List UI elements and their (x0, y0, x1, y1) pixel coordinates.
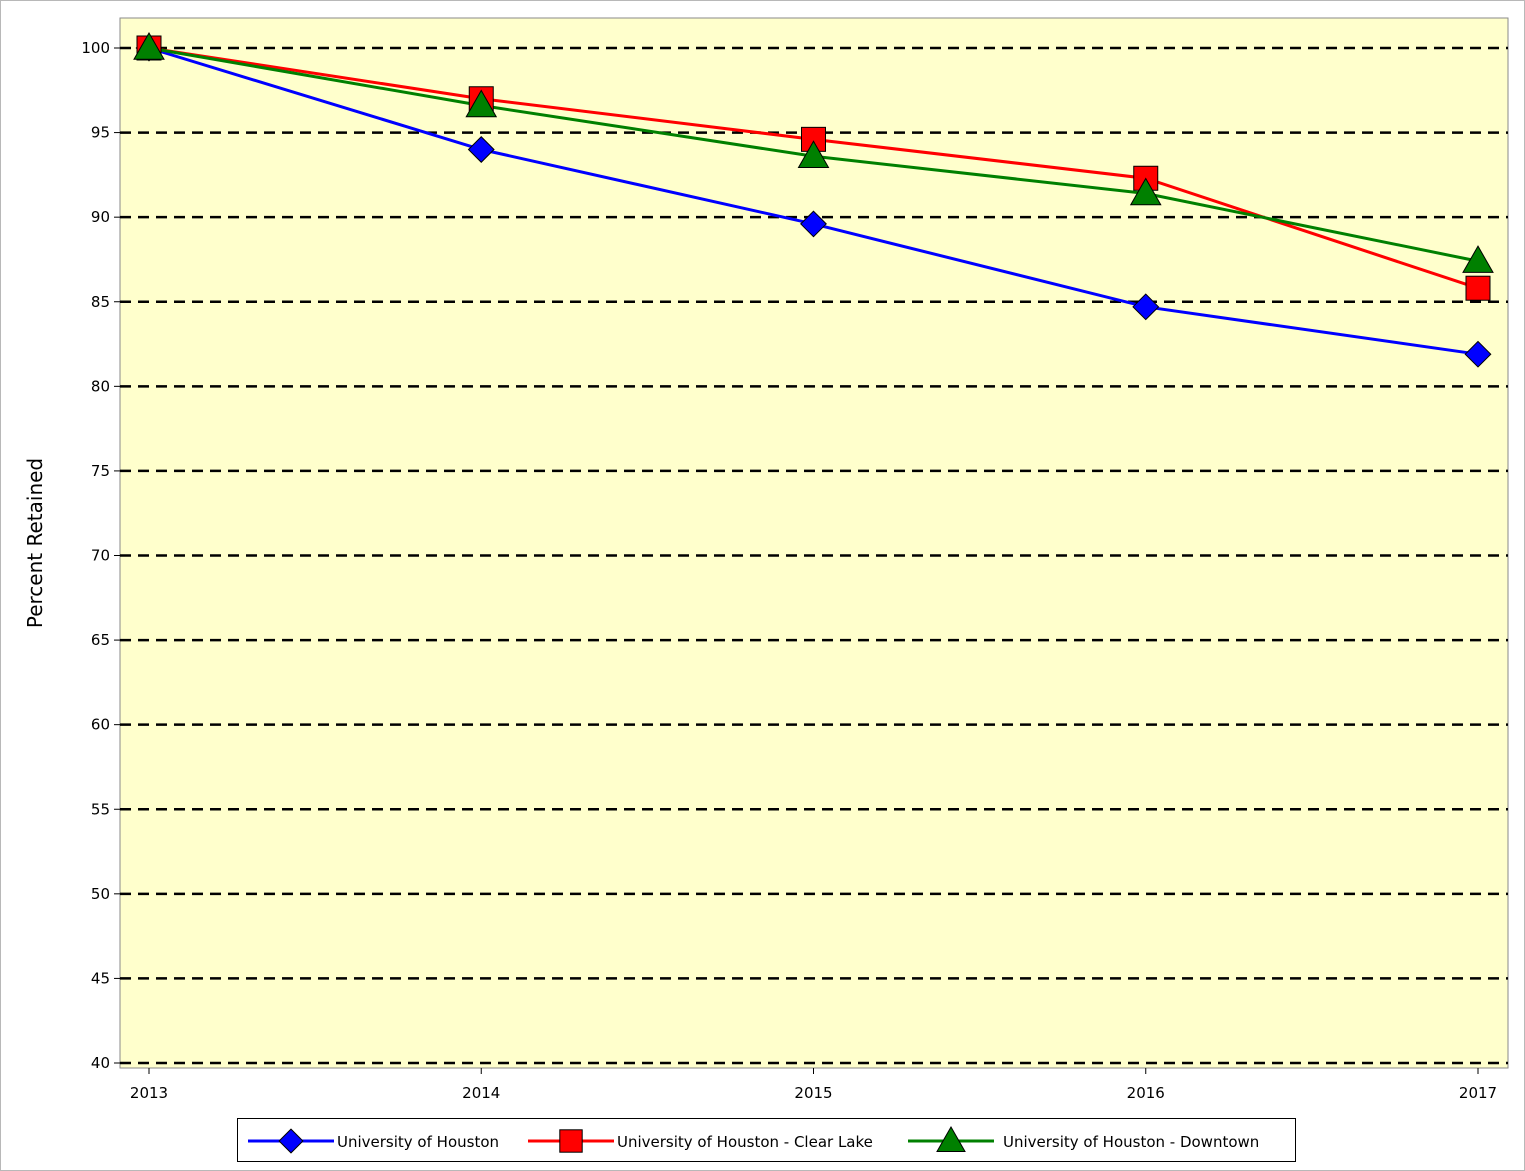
x-tick-label: 2016 (1127, 1084, 1165, 1102)
y-tick-label: 80 (91, 377, 110, 395)
series-3-point (465, 89, 498, 118)
x-tick-label: 2017 (1459, 1084, 1497, 1102)
y-tick-label: 60 (91, 716, 110, 734)
x-tick-label: 2013 (130, 1084, 168, 1102)
legend-entry-label: University of Houston - Clear Lake (617, 1133, 873, 1151)
y-tick-label: 95 (91, 124, 110, 142)
legend-entry-label: University of Houston (337, 1133, 499, 1151)
legend-marker (559, 1129, 583, 1153)
x-tick-label: 2015 (794, 1084, 832, 1102)
plot-area (119, 17, 1509, 1069)
y-tick-label: 70 (91, 547, 110, 565)
y-tick-label: 50 (91, 885, 110, 903)
y-tick-label: 85 (91, 293, 110, 311)
y-tick-label: 40 (91, 1054, 110, 1072)
series-3-point (133, 31, 165, 60)
y-tick-label: 75 (91, 462, 110, 480)
legend-marker (936, 1125, 966, 1152)
y-tick-label: 65 (91, 631, 110, 649)
series-1-point (467, 136, 495, 163)
y-tick-label: 100 (81, 39, 110, 57)
y-axis-title: Percent Retained (23, 458, 47, 628)
y-tick-label: 45 (91, 969, 110, 987)
series-1-point (1464, 340, 1492, 368)
x-tick-label: 2014 (462, 1084, 500, 1102)
series-3-point (797, 140, 830, 169)
series-1-point (1132, 293, 1160, 321)
legend-entry-label: University of Houston - Downtown (1003, 1133, 1259, 1151)
y-tick-label: 90 (91, 208, 110, 226)
series-1-point (800, 210, 827, 238)
legend-marker (278, 1128, 304, 1154)
series-3-point (1129, 177, 1162, 206)
y-tick-label: 55 (91, 800, 110, 818)
series-2-point (1465, 275, 1491, 301)
series-3-point (1462, 245, 1494, 273)
legend: University of Houston University of Houst… (237, 1118, 1296, 1162)
